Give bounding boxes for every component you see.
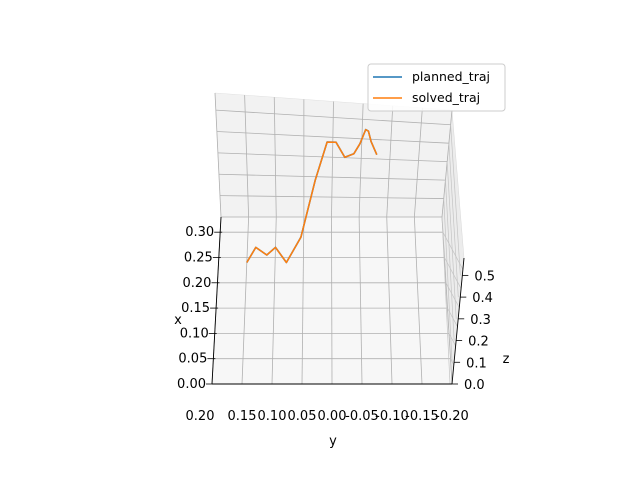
y-tick-label: 0.00 <box>318 409 347 424</box>
y-grid-floor <box>386 216 393 385</box>
x-tick-label: 0.20 <box>183 276 212 291</box>
z-grid-side <box>450 124 461 276</box>
z-axis-label: z <box>503 352 510 367</box>
y-tick-label: 0.10 <box>258 409 287 424</box>
x-tick-label: 0.10 <box>180 326 209 341</box>
y-grid-back <box>214 92 222 218</box>
tick-labels: 0.20 0.15 0.10 0.05 0.00-0.05-0.10-0.15-0.20… <box>177 225 495 424</box>
grid-lines <box>211 92 464 385</box>
x-axis-line <box>211 216 222 385</box>
y-grid-back <box>273 97 277 218</box>
x-tick-label: 0.25 <box>184 250 213 265</box>
x-tick-label: 0.30 <box>185 225 214 240</box>
y-tick-label: -0.10 <box>375 409 409 424</box>
z-grid-side <box>446 161 457 319</box>
y-grid-floor <box>331 216 333 385</box>
series-line-solved_traj <box>246 128 378 264</box>
y-grid-back <box>358 103 364 218</box>
z-grid-side <box>441 216 451 385</box>
z-grid-side <box>443 198 453 363</box>
z-grid-back <box>217 152 448 163</box>
y-grid-back <box>413 107 423 218</box>
y-tick-label: -0.15 <box>405 409 439 424</box>
y-grid-back <box>244 95 250 218</box>
y-tick-label: 0.15 <box>228 409 257 424</box>
z-grid-back <box>218 173 446 181</box>
x-tick-label: 0.00 <box>177 377 206 392</box>
z-tick-label: 0.3 <box>470 313 491 328</box>
legend: planned_traj solved_traj <box>367 63 506 112</box>
z-grid-back <box>216 131 449 144</box>
y-grid-back <box>331 101 334 218</box>
z-tick-label: 0.2 <box>468 335 489 350</box>
z-axis-line <box>451 257 465 385</box>
z-tick-label: 0.4 <box>472 291 493 306</box>
y-grid-back <box>386 105 394 218</box>
y-tick-label: -0.05 <box>345 409 379 424</box>
y-grid-floor <box>241 216 250 385</box>
z-tick-label: 0.0 <box>464 378 485 393</box>
y-grid-floor <box>271 216 277 385</box>
legend-label-solved: solved_traj <box>412 90 480 105</box>
x-tick-label: 0.15 <box>181 301 210 316</box>
x-axis-label: x <box>174 313 182 328</box>
z-tick-label: 0.1 <box>466 356 487 371</box>
z-tick-label: 0.5 <box>474 269 495 284</box>
y-tick-label: 0.20 <box>186 409 215 424</box>
z-grid-back <box>219 195 444 199</box>
axis-lines <box>206 216 469 385</box>
x-grid-side <box>448 333 456 346</box>
y-grid-floor <box>413 216 423 385</box>
z-grid-side <box>448 143 459 298</box>
y-tick-label: -0.20 <box>435 409 469 424</box>
x-tick-label: 0.05 <box>178 352 207 367</box>
legend-box <box>367 63 506 112</box>
z-grid-side <box>445 180 455 341</box>
series-lines <box>246 128 378 264</box>
y-grid-floor <box>358 216 363 385</box>
y-grid-floor <box>301 216 305 385</box>
y-axis-label: y <box>329 434 337 449</box>
z-grid-back <box>215 109 451 126</box>
y-tick-label: 0.05 <box>288 409 317 424</box>
legend-label-planned: planned_traj <box>412 69 490 84</box>
